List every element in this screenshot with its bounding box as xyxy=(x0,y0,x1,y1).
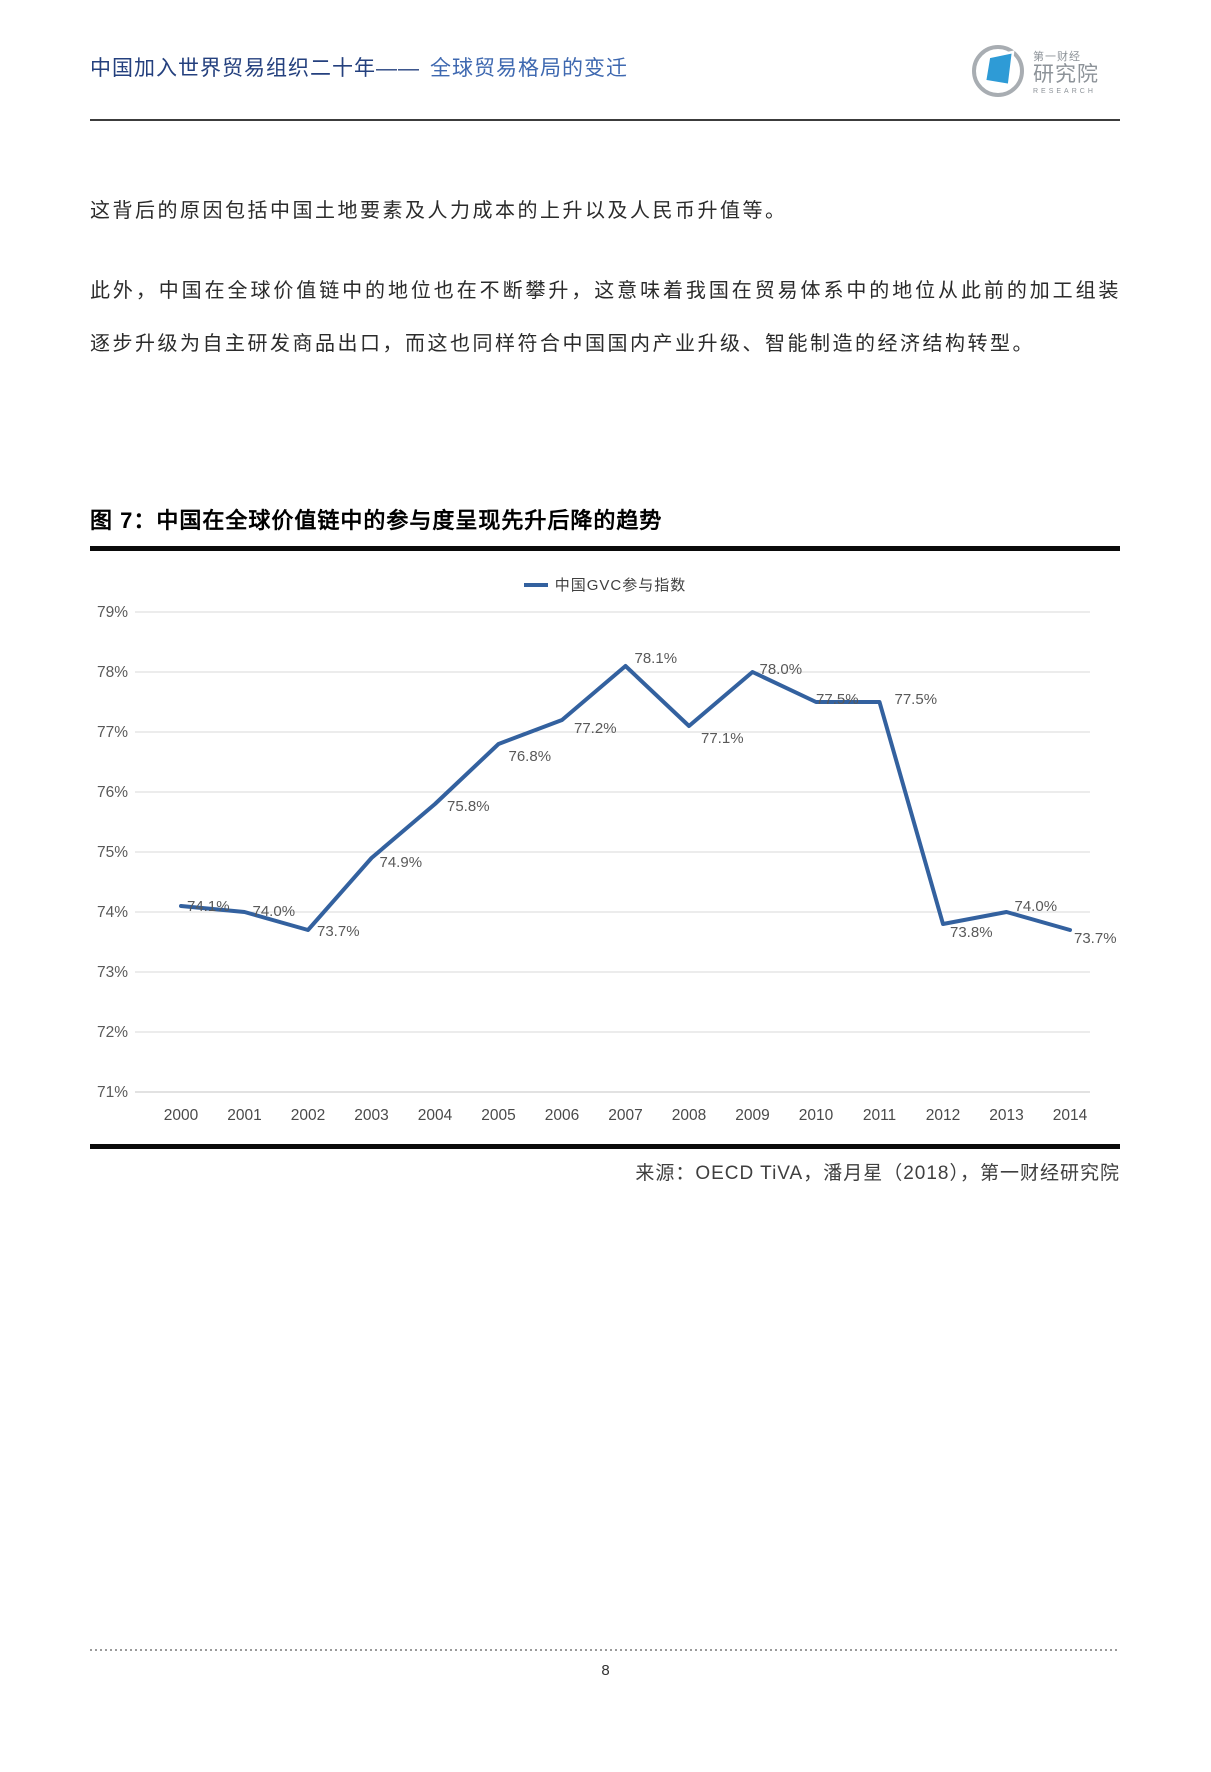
svg-text:73.8%: 73.8% xyxy=(950,924,993,941)
svg-text:73.7%: 73.7% xyxy=(317,923,360,940)
chart-legend: 中国GVC参与指数 xyxy=(90,574,1120,595)
gridlines xyxy=(135,611,1090,1093)
svg-text:73%: 73% xyxy=(97,964,128,981)
brand-name-small: 第一财经 xyxy=(1033,51,1081,64)
svg-text:77.1%: 77.1% xyxy=(701,730,744,747)
series-line xyxy=(179,664,1072,932)
svg-text:2007: 2007 xyxy=(608,1107,642,1124)
svg-text:2009: 2009 xyxy=(735,1107,769,1124)
svg-text:75%: 75% xyxy=(97,844,128,861)
brand-name-latin: RESEARCH xyxy=(1033,87,1096,95)
svg-text:71%: 71% xyxy=(97,1084,128,1101)
svg-text:2004: 2004 xyxy=(418,1107,453,1124)
svg-text:77.2%: 77.2% xyxy=(574,720,617,737)
figure-source: 来源：OECD TiVA，潘月星（2018），第一财经研究院 xyxy=(635,1163,1120,1184)
svg-text:2005: 2005 xyxy=(481,1107,515,1124)
svg-text:2013: 2013 xyxy=(989,1107,1023,1124)
figure-top-rule xyxy=(90,546,1120,551)
data-labels: 74.1% 74.0% 73.7% 74.9% 75.8% 76.8% 77.2% 78.1%… xyxy=(187,650,1117,947)
svg-text:2012: 2012 xyxy=(926,1107,960,1124)
svg-text:75.8%: 75.8% xyxy=(447,798,490,815)
svg-text:2006: 2006 xyxy=(545,1107,579,1124)
svg-text:74.0%: 74.0% xyxy=(1015,898,1058,915)
svg-text:77.5%: 77.5% xyxy=(816,691,859,708)
body-paragraph-2: 此外，中国在全球价值链中的地位也在不断攀升，这意味着我国在贸易体系中的地位从此前… xyxy=(90,280,1121,355)
x-axis-labels: 2000 2001 2002 2003 2004 2005 2006 2007 2008 2009… xyxy=(164,1107,1088,1124)
svg-text:74.1%: 74.1% xyxy=(187,898,230,915)
page-number: 8 xyxy=(601,1662,610,1679)
svg-text:78%: 78% xyxy=(97,664,128,681)
svg-text:2008: 2008 xyxy=(672,1107,706,1124)
chart-area: 79% 78% 77% 76% 75% 74% 73% 72% 71% 2000 2001 2002 2… xyxy=(90,600,1120,1140)
svg-text:76%: 76% xyxy=(97,784,128,801)
figure-bottom-rule xyxy=(90,1144,1120,1149)
svg-text:2002: 2002 xyxy=(291,1107,325,1124)
svg-text:2014: 2014 xyxy=(1053,1107,1088,1124)
svg-text:73.7%: 73.7% xyxy=(1074,930,1117,947)
legend-line-swatch xyxy=(523,582,548,587)
svg-text:74.9%: 74.9% xyxy=(380,854,423,871)
brand-logo: 第一财经 研究院 RESEARCH xyxy=(971,42,1099,105)
page-header: 中国加入世界贸易组织二十年—— 全球贸易格局的变迁 xyxy=(90,52,628,82)
svg-text:77%: 77% xyxy=(97,724,128,741)
brand-name-large: 研究院 xyxy=(1033,62,1099,86)
header-title-primary: 中国加入世界贸易组织二十年—— xyxy=(90,57,420,80)
svg-text:74%: 74% xyxy=(97,904,128,921)
svg-text:72%: 72% xyxy=(97,1024,128,1041)
svg-text:79%: 79% xyxy=(97,604,128,621)
svg-text:77.5%: 77.5% xyxy=(895,691,938,708)
legend-series-label: 中国GVC参与指数 xyxy=(554,577,687,594)
svg-text:76.8%: 76.8% xyxy=(509,748,552,765)
svg-text:2011: 2011 xyxy=(863,1107,896,1124)
footer-divider xyxy=(90,1649,1120,1651)
gvc-line-chart: 79%78%77%76%75%74%73%72%71%2000 2001 2002 2… xyxy=(97,604,1117,1124)
svg-text:2001: 2001 xyxy=(227,1107,261,1124)
svg-text:2003: 2003 xyxy=(354,1107,388,1124)
y-axis-labels: 79% 78% 77% 76% 75% 74% 73% 72% 71% xyxy=(97,604,128,1101)
svg-text:2000: 2000 xyxy=(164,1107,199,1124)
header-title-secondary: 全球贸易格局的变迁 xyxy=(430,57,628,80)
brand-logo-icon xyxy=(971,42,1027,105)
svg-text:78.0%: 78.0% xyxy=(760,661,803,678)
header-divider xyxy=(90,119,1120,121)
brand-logo-text: 第一财经 研究院 RESEARCH xyxy=(1033,51,1099,95)
svg-text:74.0%: 74.0% xyxy=(253,903,296,920)
svg-text:2010: 2010 xyxy=(799,1107,834,1124)
svg-text:78.1%: 78.1% xyxy=(635,650,678,667)
figure-title: 图 7：中国在全球价值链中的参与度呈现先升后降的趋势 xyxy=(90,508,663,533)
body-paragraph-1: 这背后的原因包括中国土地要素及人力成本的上升以及人民币升值等。 xyxy=(90,200,788,222)
